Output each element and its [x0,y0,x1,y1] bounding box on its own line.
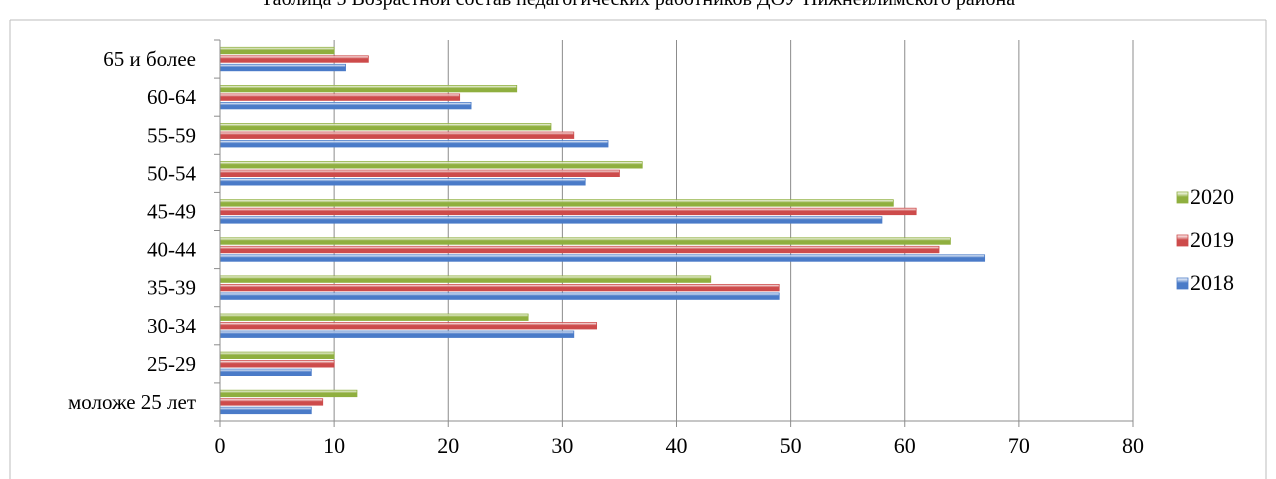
category-label-25-29: 25-29 [147,352,196,376]
bars [219,46,986,415]
bar-2019-45-49 [219,207,917,216]
x-tick-label-50: 50 [780,433,802,458]
bar-2018-моложе-25-лет [219,406,312,415]
x-tick-label-0: 0 [215,433,226,458]
chart-title: Таблица 5 Возрастной состав педагогическ… [261,0,1015,10]
category-label-45-49: 45-49 [147,199,196,223]
category-label-50-54: 50-54 [147,161,196,185]
category-label-моложе-25-лет: моложе 25 лет [68,390,196,414]
bar-2020-55-59 [219,123,552,131]
legend-swatch-2018 [1176,277,1189,290]
bar-2019-25-29 [219,360,335,368]
bar-2018-55-59 [219,140,609,148]
x-tick-label-40: 40 [666,433,688,458]
bar-2018-40-44 [219,254,986,262]
category-label-55-59: 55-59 [147,123,196,147]
bar-2019-50-54 [219,169,620,178]
x-tick-label-20: 20 [437,433,459,458]
bar-2019-55-59 [219,131,575,139]
bar-2020-35-39 [219,275,712,283]
bar-2020-60-64 [219,85,518,93]
bar-2019-моложе-25-лет [219,398,324,406]
bar-2019-60-64 [219,93,461,101]
bar-2018-50-54 [219,178,586,186]
category-label-35-39: 35-39 [147,276,196,300]
x-tick-label-10: 10 [323,433,345,458]
x-tick-label-70: 70 [1008,433,1030,458]
bar-2019-35-39 [219,283,780,292]
bar-2018-60-64 [219,102,472,110]
category-label-65-и-более: 65 и более [103,47,196,71]
bar-2020-моложе-25-лет [219,389,358,398]
bar-2018-45-49 [219,216,883,224]
legend-label-2019: 2019 [1190,227,1234,252]
axes: 0 10 20 30 40 50 60 70 80 65 и более 60-64 55-59 50-… [68,39,1144,458]
x-tick-label-60: 60 [894,433,916,458]
bar-2020-40-44 [219,237,951,245]
bar-2020-50-54 [219,161,643,169]
bar-2019-40-44 [219,245,940,254]
legend: 2020 2019 2018 [1176,184,1234,295]
category-label-40-44: 40-44 [147,238,196,262]
legend-swatch-2020 [1176,191,1189,204]
legend-label-2018: 2018 [1190,270,1234,295]
bar-2019-30-34 [219,322,598,330]
bar-2019-65-и-более [219,55,369,63]
legend-swatch-2019 [1176,234,1189,247]
category-label-60-64: 60-64 [147,85,196,109]
bar-2018-25-29 [219,368,312,377]
x-tick-label-80: 80 [1122,433,1144,458]
legend-label-2020: 2020 [1190,184,1234,209]
bar-2018-35-39 [219,292,780,300]
bar-2020-25-29 [219,351,335,360]
x-tick-label-30: 30 [551,433,573,458]
bar-2020-65-и-более [219,46,335,55]
bar-2020-30-34 [219,313,529,321]
category-label-30-34: 30-34 [147,314,196,338]
bar-2018-30-34 [219,330,575,338]
bar-2018-65-и-более [219,63,346,72]
bar-2020-45-49 [219,199,894,207]
